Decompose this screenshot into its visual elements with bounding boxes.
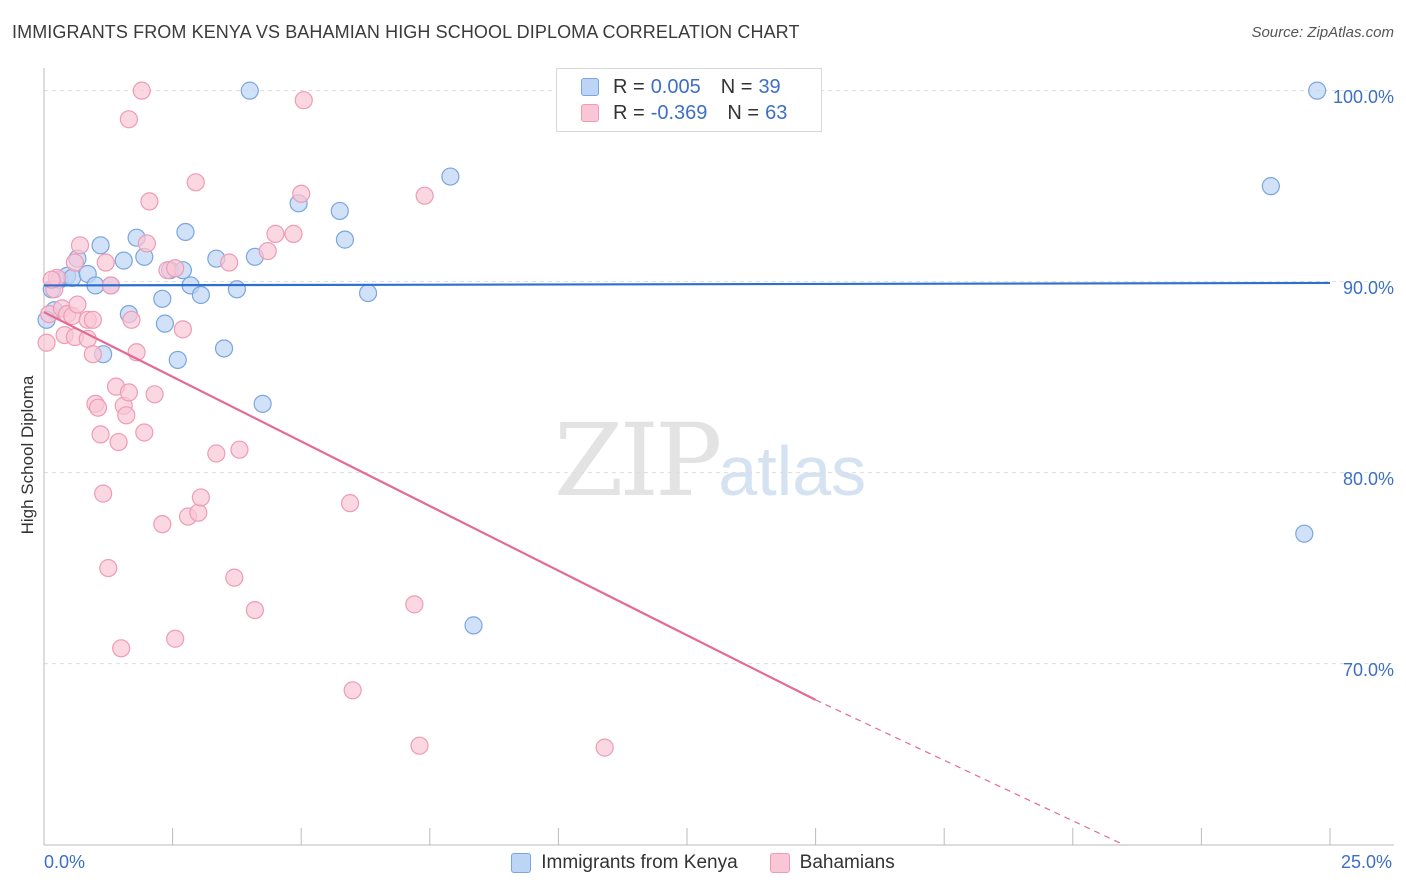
bahamians-point-55 xyxy=(294,91,313,110)
legend-n-label: N = xyxy=(727,101,760,124)
bahamians-point-33 xyxy=(135,423,154,442)
stats-legend: R = 0.005 N = 39 R = -0.369 N = 63 xyxy=(556,68,822,132)
bahamians-point-36 xyxy=(145,385,164,404)
bahamians-point-54 xyxy=(292,184,311,203)
legend-label-kenya: Immigrants from Kenya xyxy=(541,852,738,873)
bahamians-point-61 xyxy=(595,738,614,757)
bahamians-point-20 xyxy=(96,253,115,272)
bahamians-point-49 xyxy=(230,440,249,459)
bahamians-point-43 xyxy=(186,173,205,192)
bahamians-point-37 xyxy=(153,515,172,534)
kenya-point-11 xyxy=(114,251,133,270)
bahamians-point-21 xyxy=(99,558,118,578)
kenya-point-20 xyxy=(176,222,195,242)
bahamians-point-18 xyxy=(91,425,110,444)
bahamians-point-51 xyxy=(258,241,277,261)
kenya-point-15 xyxy=(153,289,172,308)
kenya-point-34 xyxy=(464,616,483,635)
bahamians-point-32 xyxy=(132,81,151,100)
bahamians-point-40 xyxy=(166,629,185,648)
bahamians-point-25 xyxy=(112,639,131,658)
bahamians-point-53 xyxy=(284,224,303,243)
series-legend: Immigrants from Kenya Bahamians xyxy=(0,852,1406,874)
y-tick-label-90: 90.0% xyxy=(1342,278,1394,298)
y-axis-label: High School Diploma xyxy=(18,375,37,535)
legend-r-label: R = xyxy=(613,75,645,98)
bahamians-point-44 xyxy=(189,503,208,522)
y-tick-label-80: 80.0% xyxy=(1342,469,1394,489)
legend-swatch-pink xyxy=(581,104,599,122)
bahamians-point-0 xyxy=(37,333,56,352)
kenya-point-4 xyxy=(63,268,82,287)
y-tick-label-100: 100.0% xyxy=(1332,87,1394,107)
kenya-trend-line xyxy=(43,281,1331,287)
kenya-point-36 xyxy=(1295,524,1314,543)
kenya-point-32 xyxy=(358,283,378,303)
legend-n-label: N = xyxy=(720,75,753,98)
bahamians-trend-line xyxy=(43,311,817,701)
legend-n-value: 63 xyxy=(765,101,788,124)
bahamians-point-35 xyxy=(140,192,159,211)
bahamians-point-19 xyxy=(94,484,113,503)
kenya-point-16 xyxy=(155,314,174,333)
legend-row-bahamians: R = -0.369 N = 63 xyxy=(581,101,787,125)
x-tick-label-min: 0.0% xyxy=(44,852,86,872)
legend-n-value: 39 xyxy=(758,75,781,98)
kenya-point-8 xyxy=(91,236,110,255)
bahamians-point-57 xyxy=(343,681,362,700)
bahamians-point-29 xyxy=(119,110,138,129)
kenya-point-33 xyxy=(441,167,460,186)
chart-title: IMMIGRANTS FROM KENYA VS BAHAMIAN HIGH S… xyxy=(12,22,800,42)
kenya-point-31 xyxy=(335,230,355,249)
bahamians-point-34 xyxy=(137,234,156,253)
bahamians-point-62 xyxy=(42,270,61,289)
legend-swatch-bahamians xyxy=(769,853,790,873)
bahamians-point-52 xyxy=(266,224,285,243)
bahamians-point-30 xyxy=(122,310,141,329)
bahamians-point-11 xyxy=(70,236,90,255)
bahamians-point-39 xyxy=(166,259,185,278)
bahamians-point-59 xyxy=(410,736,429,755)
bahamians-point-56 xyxy=(340,494,360,513)
legend-swatch-kenya xyxy=(511,853,532,873)
legend-row-kenya: R = 0.005 N = 39 xyxy=(581,75,781,99)
kenya-point-30 xyxy=(330,201,349,221)
bahamians-point-46 xyxy=(207,444,226,463)
bahamians-trend-extension xyxy=(815,699,1125,846)
bahamians-point-17 xyxy=(88,398,108,417)
bahamians-point-48 xyxy=(225,568,244,587)
kenya-point-24 xyxy=(214,339,234,358)
bahamians-point-58 xyxy=(405,595,424,614)
kenya-point-28 xyxy=(253,394,272,413)
bahamians-point-60 xyxy=(415,186,434,205)
legend-r-value: -0.369 xyxy=(650,101,708,124)
bahamians-point-45 xyxy=(191,488,210,507)
bahamians-point-9 xyxy=(65,253,84,272)
kenya-point-37 xyxy=(1308,81,1327,100)
legend-swatch-blue xyxy=(581,78,599,96)
bahamians-point-14 xyxy=(83,345,102,364)
bahamians-point-15 xyxy=(83,310,102,329)
bahamians-point-24 xyxy=(109,432,128,452)
bahamians-point-28 xyxy=(119,383,138,402)
x-tick-label-max: 25.0% xyxy=(1340,852,1392,872)
legend-item-bahamians[interactable]: Bahamians xyxy=(769,852,895,874)
bahamians-point-41 xyxy=(173,320,192,339)
bahamians-point-10 xyxy=(68,295,87,314)
kenya-point-22 xyxy=(191,285,210,305)
legend-r-label: R = xyxy=(613,101,645,124)
legend-label-bahamians: Bahamians xyxy=(799,852,895,873)
kenya-point-26 xyxy=(240,81,259,100)
kenya-point-18 xyxy=(168,350,187,370)
bahamians-point-50 xyxy=(245,600,265,620)
bahamians-point-47 xyxy=(220,253,239,272)
legend-item-kenya[interactable]: Immigrants from Kenya xyxy=(511,852,738,874)
kenya-point-25 xyxy=(227,280,246,299)
legend-r-value: 0.005 xyxy=(650,75,701,98)
y-tick-label-70: 70.0% xyxy=(1342,660,1394,680)
kenya-point-35 xyxy=(1261,177,1280,196)
bahamians-point-27 xyxy=(117,406,136,425)
source-label: Source: ZipAtlas.com xyxy=(1251,24,1394,41)
